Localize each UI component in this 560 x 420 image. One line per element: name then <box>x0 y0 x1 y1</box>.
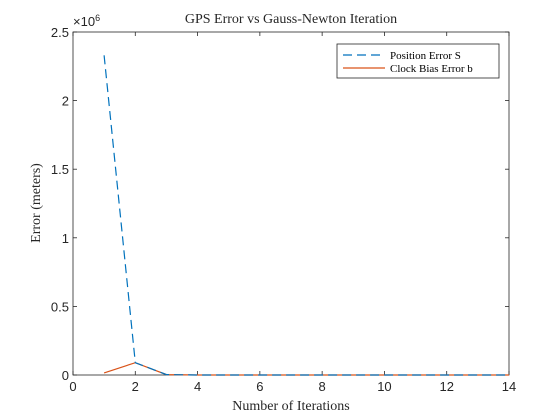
x-tick-label: 6 <box>256 379 263 394</box>
plot-area <box>72 31 510 376</box>
x-tick-label: 8 <box>319 379 326 394</box>
y-tick-label: 2.5 <box>51 25 69 40</box>
legend-box <box>336 43 500 79</box>
x-axis-label: Number of Iterations <box>232 399 349 414</box>
legend-label-clock-bias-error: Clock Bias Error b <box>390 63 473 75</box>
y-tick-label: 0 <box>62 368 69 383</box>
x-tick-label: 2 <box>132 379 139 394</box>
series-line-position-error <box>103 55 509 376</box>
y-tick-label: 1.5 <box>51 162 69 177</box>
legend: Position Error S Clock Bias Error b <box>336 43 500 79</box>
y-tick-label: 1 <box>62 231 69 246</box>
x-tick-label: 4 <box>194 379 201 394</box>
x-tick-label: 0 <box>69 379 76 394</box>
axis-ticks: 0 2 4 6 8 10 12 14 0 0.5 1 1.5 2 2.5 <box>51 25 516 394</box>
y-tick-label: 0.5 <box>51 299 69 314</box>
series-layer <box>103 55 509 376</box>
y-axis-label: Error (meters) <box>29 163 44 243</box>
y-tick-label: 2 <box>62 94 69 109</box>
y-axis-exponent: ×106 <box>73 13 100 29</box>
x-tick-label: 10 <box>377 379 391 394</box>
x-tick-label: 14 <box>502 379 516 394</box>
legend-label-position-error: Position Error S <box>390 50 461 62</box>
chart-title: GPS Error vs Gauss-Newton Iteration <box>185 12 397 27</box>
x-tick-label: 12 <box>439 379 453 394</box>
